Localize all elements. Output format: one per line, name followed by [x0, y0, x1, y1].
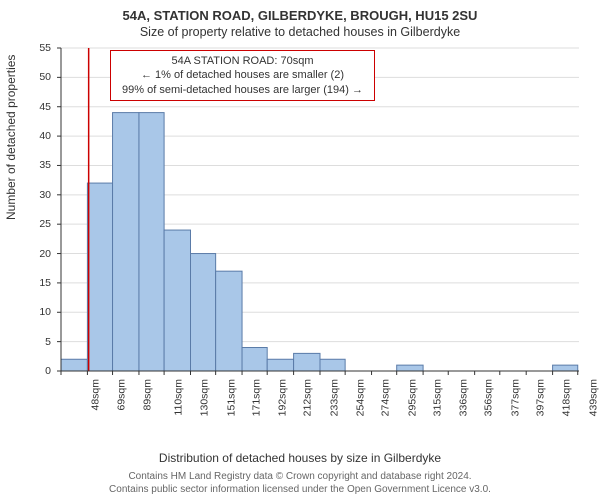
x-tick-label: 192sqm	[276, 379, 288, 416]
y-tick-label: 45	[26, 101, 51, 113]
x-tick-label: 89sqm	[141, 379, 153, 411]
x-tick-label: 171sqm	[250, 379, 262, 416]
y-tick-label: 25	[26, 218, 51, 230]
x-axis-label: Distribution of detached houses by size …	[0, 451, 600, 465]
x-tick-label: 110sqm	[173, 379, 185, 416]
y-tick-label: 5	[26, 336, 51, 348]
y-tick-label: 10	[26, 306, 51, 318]
y-tick-label: 15	[26, 277, 51, 289]
footer-line-1: Contains HM Land Registry data © Crown c…	[0, 470, 600, 483]
plot-area: 54A STATION ROAD: 70sqm ← 1% of detached…	[55, 44, 585, 419]
x-tick-label: 69sqm	[116, 379, 128, 411]
info-line-2: ← 1% of detached houses are smaller (2)	[117, 68, 368, 82]
x-tick-label: 274sqm	[380, 379, 392, 416]
x-tick-label: 439sqm	[587, 379, 599, 416]
x-tick-label: 295sqm	[406, 379, 418, 416]
y-tick-label: 0	[26, 365, 51, 377]
title-line-2: Size of property relative to detached ho…	[0, 23, 600, 39]
info-line-3: 99% of semi-detached houses are larger (…	[117, 83, 368, 97]
y-tick-label: 35	[26, 159, 51, 171]
chart-container: 54A, STATION ROAD, GILBERDYKE, BROUGH, H…	[0, 0, 600, 500]
x-tick-label: 336sqm	[457, 379, 469, 416]
y-tick-label: 20	[26, 248, 51, 260]
x-tick-label: 377sqm	[509, 379, 521, 416]
x-tick-label: 397sqm	[534, 379, 546, 416]
y-axis-label: Number of detached properties	[4, 55, 18, 220]
x-tick-label: 151sqm	[225, 379, 237, 416]
info-line-1: 54A STATION ROAD: 70sqm	[117, 54, 368, 68]
y-tick-label: 40	[26, 130, 51, 142]
x-tick-label: 233sqm	[328, 379, 340, 416]
y-tick-label: 55	[26, 42, 51, 54]
title-line-1: 54A, STATION ROAD, GILBERDYKE, BROUGH, H…	[0, 0, 600, 23]
x-tick-label: 212sqm	[302, 379, 314, 416]
x-tick-label: 254sqm	[354, 379, 366, 416]
x-tick-label: 356sqm	[483, 379, 495, 416]
info-box: 54A STATION ROAD: 70sqm ← 1% of detached…	[110, 50, 375, 101]
y-tick-label: 30	[26, 189, 51, 201]
x-tick-label: 130sqm	[198, 379, 210, 416]
footer-line-2: Contains public sector information licen…	[0, 483, 600, 496]
x-tick-label: 315sqm	[431, 379, 443, 416]
x-tick-label: 418sqm	[561, 379, 573, 416]
footer: Contains HM Land Registry data © Crown c…	[0, 470, 600, 496]
y-tick-label: 50	[26, 71, 51, 83]
x-tick-label: 48sqm	[90, 379, 102, 411]
